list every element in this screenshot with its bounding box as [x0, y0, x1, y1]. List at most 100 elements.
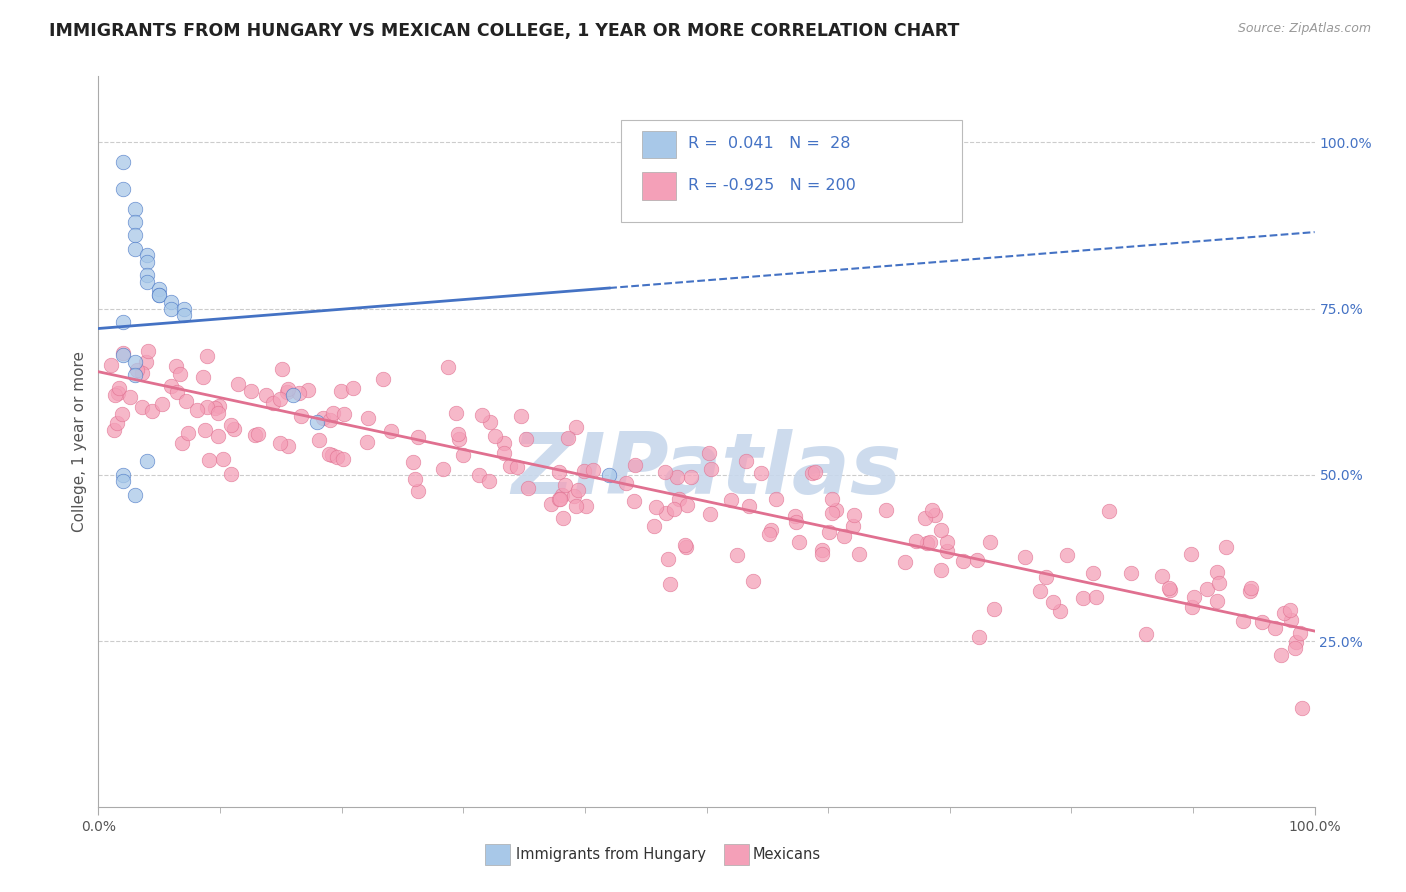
Point	[290, 409, 312, 423]
Point	[811, 547, 834, 561]
Point	[371, 372, 394, 386]
Point	[444, 406, 467, 420]
Point	[124, 488, 146, 502]
Point	[150, 397, 173, 411]
Point	[329, 384, 352, 398]
Point	[783, 508, 806, 523]
Point	[810, 542, 832, 557]
Point	[135, 355, 157, 369]
Point	[668, 491, 690, 506]
Point	[1288, 625, 1310, 640]
Point	[624, 458, 647, 473]
Point	[297, 383, 319, 397]
Point	[664, 501, 686, 516]
Point	[107, 381, 129, 395]
Point	[246, 427, 269, 442]
Point	[269, 392, 291, 407]
Point	[136, 343, 159, 358]
Point	[136, 275, 159, 289]
Point	[1251, 615, 1274, 630]
Point	[148, 288, 170, 302]
Point	[657, 551, 679, 566]
Point	[404, 472, 426, 486]
Point	[700, 462, 723, 476]
Point	[821, 506, 844, 520]
Point	[124, 228, 146, 243]
Point	[1083, 566, 1105, 581]
Point	[276, 385, 298, 400]
Point	[554, 478, 576, 492]
Point	[173, 301, 195, 316]
Text: ZIPatlas: ZIPatlas	[512, 429, 901, 512]
Point	[1278, 603, 1301, 617]
Point	[243, 428, 266, 442]
Point	[1159, 583, 1181, 598]
Point	[1182, 590, 1205, 604]
Point	[494, 446, 516, 460]
Point	[111, 467, 134, 482]
Point	[1159, 581, 1181, 595]
Point	[801, 466, 824, 480]
Text: R =  0.041   N =  28: R = 0.041 N = 28	[689, 136, 851, 152]
Point	[169, 367, 191, 381]
Point	[655, 506, 678, 520]
Point	[406, 430, 429, 444]
Point	[983, 602, 1005, 616]
Point	[920, 534, 942, 549]
Point	[124, 242, 146, 256]
Point	[765, 491, 787, 506]
Point	[1121, 566, 1143, 580]
Point	[484, 429, 506, 443]
Point	[191, 370, 214, 384]
Point	[575, 499, 598, 513]
Point	[676, 498, 699, 512]
Point	[281, 388, 304, 402]
Point	[921, 503, 943, 517]
Point	[468, 468, 491, 483]
Point	[356, 435, 378, 450]
Point	[111, 182, 134, 196]
Point	[623, 494, 645, 508]
Point	[735, 454, 758, 468]
Point	[120, 390, 142, 404]
Point	[1071, 591, 1094, 605]
Point	[1206, 593, 1229, 607]
Point	[894, 555, 917, 569]
FancyBboxPatch shape	[643, 130, 676, 159]
Point	[1285, 635, 1308, 649]
Point	[254, 388, 277, 402]
Point	[453, 448, 475, 462]
Point	[221, 418, 243, 433]
Point	[924, 508, 946, 523]
Point	[100, 358, 122, 372]
Point	[1150, 569, 1173, 583]
Point	[342, 381, 364, 395]
Point	[208, 399, 231, 413]
FancyBboxPatch shape	[621, 120, 962, 222]
Point	[848, 547, 870, 561]
Point	[105, 417, 128, 431]
Point	[1270, 648, 1292, 662]
Point	[659, 577, 682, 591]
Point	[104, 387, 127, 401]
Point	[952, 554, 974, 568]
Point	[207, 406, 229, 420]
Point	[111, 348, 134, 362]
Point	[785, 515, 807, 529]
Point	[333, 407, 356, 421]
Point	[492, 436, 515, 450]
Point	[562, 489, 585, 503]
Point	[1208, 575, 1230, 590]
Point	[1028, 584, 1050, 599]
Point	[1274, 607, 1296, 621]
Point	[1014, 550, 1036, 565]
Point	[1240, 581, 1263, 595]
Point	[1180, 547, 1202, 561]
Point	[322, 406, 344, 420]
Point	[1181, 600, 1204, 615]
Point	[127, 362, 149, 376]
Point	[643, 519, 665, 533]
Point	[124, 215, 146, 229]
Point	[821, 491, 844, 506]
Point	[825, 502, 848, 516]
